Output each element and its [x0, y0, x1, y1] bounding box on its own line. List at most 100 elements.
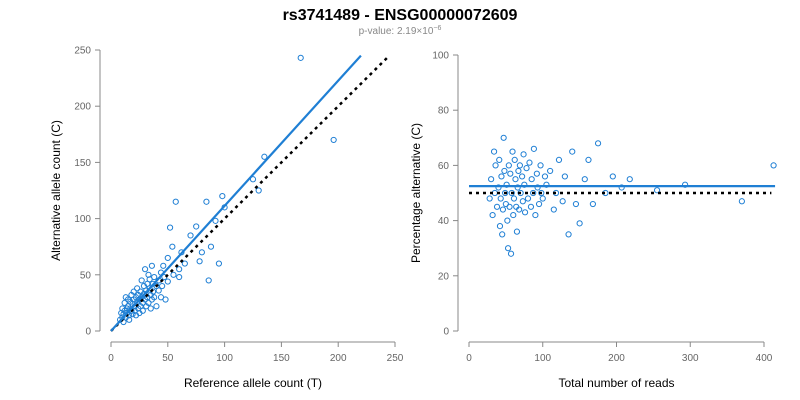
- data-point: [215, 260, 223, 267]
- data-point: [618, 184, 625, 191]
- data-point: [507, 250, 515, 257]
- data-point: [496, 156, 503, 163]
- data-point: [207, 243, 215, 250]
- data-point: [155, 287, 162, 294]
- data-point: [130, 288, 137, 295]
- x-tick-label: 100: [216, 353, 233, 364]
- x-tick-label: 100: [534, 353, 551, 364]
- data-point: [500, 134, 507, 141]
- data-point: [569, 148, 576, 155]
- data-point: [561, 173, 568, 180]
- data-point: [198, 249, 205, 256]
- data-point: [505, 162, 512, 169]
- data-point: [151, 273, 158, 281]
- data-point: [499, 206, 507, 213]
- data-point: [510, 211, 517, 219]
- data-point: [203, 198, 210, 205]
- data-point: [509, 148, 516, 155]
- pvalue-text: p-value: 2.19×10: [359, 26, 434, 37]
- percentage-alternative-plot: 0 100 200 300 400 0 20 40 60 80 100 Total number of…: [409, 51, 777, 390]
- data-point: [219, 193, 226, 200]
- data-point: [139, 307, 146, 314]
- data-point: [532, 211, 539, 219]
- data-point: [516, 162, 523, 169]
- data-point: [502, 189, 509, 197]
- x-tick-label: 200: [330, 353, 347, 364]
- y-tick-label: 200: [74, 102, 91, 113]
- y-tick-label: 150: [74, 158, 91, 169]
- data-point: [504, 217, 511, 224]
- data-point: [550, 206, 557, 213]
- data-point: [153, 303, 160, 310]
- data-point: [585, 156, 592, 163]
- data-point: [535, 200, 543, 208]
- data-point: [255, 187, 262, 194]
- data-point: [146, 285, 153, 292]
- data-point: [589, 200, 597, 208]
- data-point: [555, 156, 563, 163]
- data-point: [149, 288, 157, 295]
- data-point: [196, 258, 203, 265]
- y-axis-title: Percentage alternative (C): [409, 123, 423, 263]
- data-point: [511, 156, 518, 163]
- data-point: [537, 162, 544, 169]
- data-point: [521, 209, 529, 216]
- y-tick-label: 100: [74, 214, 91, 225]
- reference-line: [110, 54, 391, 332]
- data-point: [504, 245, 512, 252]
- data-point: [543, 181, 550, 188]
- data-point: [526, 159, 533, 166]
- data-point: [681, 181, 689, 188]
- data-point: [508, 189, 515, 197]
- data-point: [581, 176, 588, 183]
- data-point: [565, 231, 572, 238]
- data-point: [141, 266, 149, 273]
- data-point: [497, 195, 504, 202]
- data-point: [510, 195, 518, 202]
- data-point: [212, 217, 219, 224]
- data-point: [594, 140, 602, 147]
- y-tick-label: 100: [432, 51, 449, 62]
- data-point: [176, 273, 183, 281]
- data-point: [609, 173, 616, 180]
- y-tick-label: 40: [438, 216, 450, 227]
- data-point: [159, 282, 166, 290]
- data-point: [530, 189, 537, 197]
- x-tick-label: 200: [608, 353, 625, 364]
- data-point: [539, 195, 546, 202]
- data-point: [496, 223, 504, 230]
- data-point: [499, 231, 506, 238]
- y-tick-label: 0: [443, 327, 449, 338]
- data-point: [490, 148, 498, 155]
- data-point: [169, 243, 176, 250]
- data-point: [486, 195, 493, 202]
- data-point: [145, 299, 152, 306]
- fit-line: [110, 54, 362, 332]
- data-point: [520, 151, 527, 158]
- data-point: [519, 173, 526, 180]
- data-point: [134, 285, 141, 292]
- chart-subtitle: p-value: 2.19×10−6: [359, 25, 442, 37]
- data-point: [193, 223, 200, 230]
- allele-count-plot: 0 50 100 150 200 250 0 50 100 150 200 250 Reference …: [49, 46, 404, 391]
- chart-title: rs3741489 - ENSG00000072609: [283, 7, 518, 24]
- data-point: [626, 176, 633, 183]
- x-tick-label: 0: [466, 353, 472, 364]
- data-point: [503, 181, 510, 188]
- x-tick-label: 50: [162, 353, 174, 364]
- data-point: [528, 176, 535, 183]
- data-point: [147, 305, 154, 312]
- data-point: [524, 195, 532, 202]
- data-point: [653, 187, 661, 194]
- data-point: [172, 198, 179, 205]
- y-tick-label: 0: [85, 327, 91, 338]
- data-point: [495, 184, 502, 191]
- data-point: [541, 173, 549, 180]
- data-point: [559, 198, 566, 205]
- data-point: [527, 203, 535, 210]
- data-point: [138, 277, 145, 284]
- y-tick-label: 20: [438, 271, 450, 282]
- x-axis-title: Reference allele count (T): [184, 376, 322, 390]
- y-tick-label: 80: [438, 106, 450, 117]
